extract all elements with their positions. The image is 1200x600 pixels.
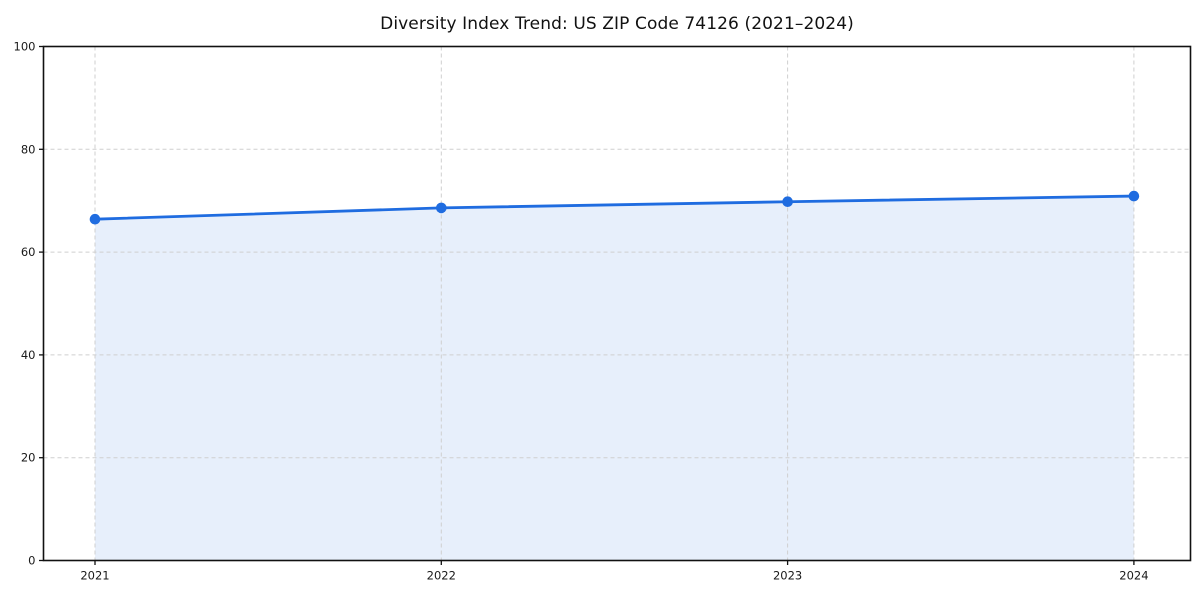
chart-title: Diversity Index Trend: US ZIP Code 74126… — [380, 14, 854, 34]
y-tick-label: 40 — [21, 348, 36, 362]
trend-line — [93, 194, 1136, 221]
y-tick-label: 60 — [21, 245, 36, 259]
x-tick-label: 2024 — [1119, 569, 1148, 583]
y-tick-label: 80 — [21, 142, 36, 156]
data-point-2021 — [89, 213, 101, 225]
data-point-2024 — [1128, 190, 1140, 202]
data-point-2023 — [782, 196, 793, 208]
y-tick-label: 20 — [21, 451, 36, 465]
x-tick-label: 2022 — [427, 569, 456, 583]
data-point-2022 — [436, 202, 447, 214]
x-tick-label: 2021 — [80, 569, 109, 583]
y-tick-label: 100 — [14, 40, 36, 54]
y-tick-label: 0 — [28, 554, 35, 568]
plot-border — [42, 45, 1192, 562]
area-fill — [95, 196, 1134, 561]
x-tick-label: 2023 — [773, 569, 802, 583]
